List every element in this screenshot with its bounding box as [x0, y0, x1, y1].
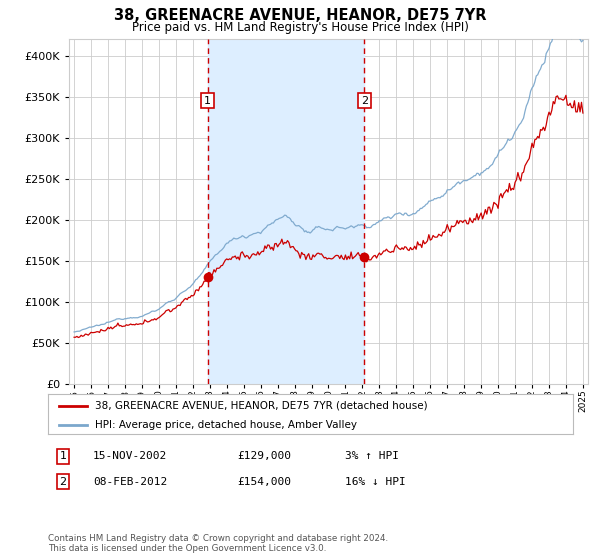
Text: 2: 2	[361, 96, 368, 106]
Text: 3% ↑ HPI: 3% ↑ HPI	[345, 451, 399, 461]
Text: HPI: Average price, detached house, Amber Valley: HPI: Average price, detached house, Ambe…	[95, 420, 357, 430]
Text: 15-NOV-2002: 15-NOV-2002	[93, 451, 167, 461]
Text: 1: 1	[204, 96, 211, 106]
Text: £129,000: £129,000	[237, 451, 291, 461]
Text: 2: 2	[59, 477, 67, 487]
Text: 16% ↓ HPI: 16% ↓ HPI	[345, 477, 406, 487]
Bar	[208, 39, 364, 384]
Text: 08-FEB-2012: 08-FEB-2012	[93, 477, 167, 487]
Text: £154,000: £154,000	[237, 477, 291, 487]
Text: 38, GREENACRE AVENUE, HEANOR, DE75 7YR: 38, GREENACRE AVENUE, HEANOR, DE75 7YR	[114, 8, 486, 24]
Text: Price paid vs. HM Land Registry's House Price Index (HPI): Price paid vs. HM Land Registry's House …	[131, 21, 469, 34]
Text: 1: 1	[59, 451, 67, 461]
Text: Contains HM Land Registry data © Crown copyright and database right 2024.
This d: Contains HM Land Registry data © Crown c…	[48, 534, 388, 553]
Text: 38, GREENACRE AVENUE, HEANOR, DE75 7YR (detached house): 38, GREENACRE AVENUE, HEANOR, DE75 7YR (…	[95, 401, 428, 411]
